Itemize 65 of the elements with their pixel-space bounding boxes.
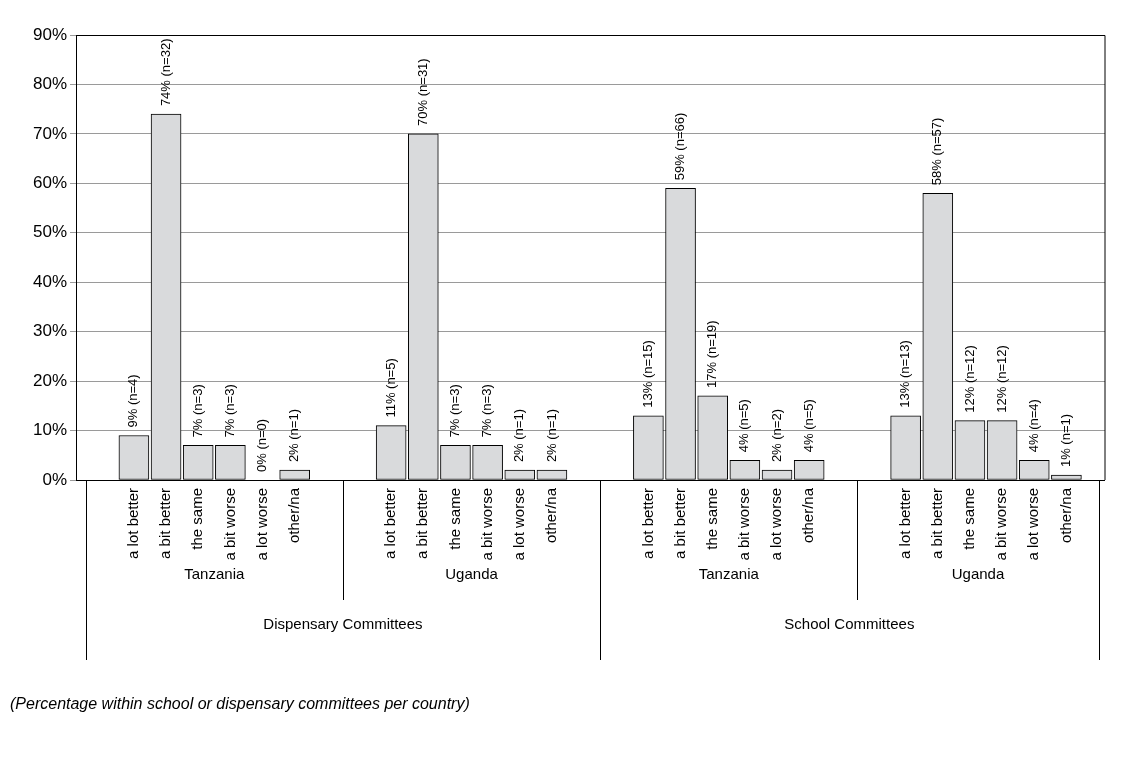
x-tick-label: a lot worse [767, 488, 785, 561]
y-tick-label: 90% [32, 24, 68, 44]
x-tick-label: a bit worse [477, 488, 495, 561]
x-tick-label: a bit worse [992, 488, 1010, 561]
data-label: 7% (n=3) [189, 384, 205, 438]
y-tick-label: 40% [32, 271, 68, 291]
x-tick-label: the same [702, 488, 720, 550]
x-tick-label: a lot better [895, 488, 913, 559]
data-label: 13% (n=13) [897, 340, 913, 408]
text: Tanzania [184, 565, 245, 583]
text: (Percentage within school or dispensary committees per country) [10, 695, 470, 713]
data-label: 58% (n=57) [929, 117, 945, 186]
text: Uganda [445, 565, 499, 583]
data-label: 2% (n=1) [511, 408, 527, 463]
data-label: 7% (n=3) [221, 384, 237, 438]
x-tick-label: a bit worse [220, 488, 238, 561]
data-label: 2% (n=1) [286, 408, 302, 463]
data-label: 4% (n=5) [800, 399, 816, 453]
x-tick-label: a bit worse [735, 488, 752, 561]
x-tick-label: other/na [284, 487, 302, 544]
y-tick-label: 80% [32, 74, 68, 94]
y-tick-label: 20% [32, 370, 68, 390]
x-tick-label: a lot better [124, 488, 142, 559]
x-tick-label: other/na [1056, 487, 1074, 544]
text: School Committees [784, 615, 915, 633]
data-label: 4% (n=4) [1025, 399, 1041, 453]
data-label: 17% (n=19) [704, 320, 720, 388]
data-label: 13% (n=15) [639, 340, 655, 408]
x-tick-label: the same [445, 488, 463, 550]
data-label: 7% (n=3) [447, 384, 463, 438]
data-label: 9% (n=4) [125, 374, 141, 428]
x-tick-label: a lot worse [252, 488, 270, 561]
data-label: 59% (n=66) [672, 112, 688, 181]
data-label: 7% (n=3) [479, 384, 495, 438]
x-tick-label: other/na [799, 487, 817, 544]
data-label: 2% (n=1) [543, 408, 559, 463]
data-label: 1% (n=1) [1057, 413, 1073, 468]
data-label: 0% (n=0) [254, 418, 270, 472]
data-label: 74% (n=32) [157, 38, 173, 107]
x-tick-label: a bit better [413, 488, 431, 559]
x-tick-label: the same [188, 488, 206, 550]
data-label: 4% (n=5) [736, 399, 752, 453]
y-tick-label: 0% [42, 469, 68, 489]
x-tick-label: other/na [542, 487, 560, 544]
data-label: 12% (n=12) [993, 345, 1009, 413]
text: Dispensary Committees [263, 615, 423, 633]
data-label: 12% (n=12) [961, 345, 977, 413]
text: Uganda [951, 565, 1005, 583]
x-tick-label: the same [960, 488, 978, 550]
data-label: 2% (n=2) [768, 408, 784, 463]
data-label: 11% (n=5) [382, 358, 398, 418]
y-tick-label: 50% [32, 222, 68, 242]
y-tick-label: 70% [32, 123, 68, 143]
text: Tanzania [698, 565, 760, 583]
x-tick-label: a lot better [638, 488, 656, 559]
y-tick-label: 10% [32, 420, 68, 440]
x-tick-label: a lot worse [1024, 488, 1042, 561]
y-tick-label: 60% [32, 173, 68, 193]
x-tick-label: a lot better [381, 488, 399, 559]
data-label: 70% (n=31) [414, 58, 430, 126]
x-tick-label: a lot worse [509, 488, 527, 561]
x-tick-label: a bit better [670, 488, 688, 559]
x-tick-label: a bit better [927, 488, 945, 559]
y-tick-label: 30% [32, 321, 68, 341]
x-tick-label: a bit better [156, 488, 174, 559]
